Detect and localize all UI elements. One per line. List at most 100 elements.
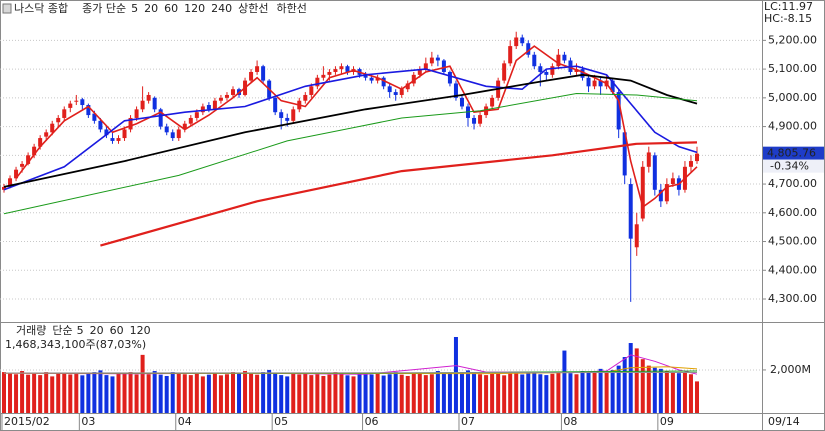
current-price-box <box>763 146 824 160</box>
candle-body <box>562 54 567 61</box>
volume-title: 거래량 <box>16 324 46 337</box>
volume-bar <box>62 372 67 413</box>
candle-body <box>453 83 458 98</box>
candle-body <box>695 153 699 162</box>
volume-bar <box>297 374 302 413</box>
volume-bar <box>399 374 404 413</box>
volume-bar <box>688 374 693 413</box>
y-tick-label: 4,900.00 <box>768 120 817 133</box>
moving-average-line <box>15 45 698 209</box>
moving-average-line <box>3 92 698 215</box>
candle-body <box>544 71 549 75</box>
candle-body <box>8 178 13 187</box>
y-tick-label: 2,000M <box>770 363 811 376</box>
candle-body <box>200 106 205 113</box>
volume-bar <box>339 373 344 413</box>
candle-body <box>447 71 452 84</box>
candle-body <box>459 97 464 107</box>
volume-bar <box>640 359 645 413</box>
candle-body <box>158 109 163 127</box>
candle-body <box>188 117 193 124</box>
legend-entry: 60 <box>110 324 124 337</box>
volume-bar <box>532 371 537 413</box>
candle-body <box>375 77 380 81</box>
candle-body <box>381 77 386 87</box>
volume-bar <box>116 373 121 413</box>
y-tick-label: 5,200.00 <box>768 33 817 46</box>
y-tick-label: 4,300.00 <box>768 292 817 305</box>
volume-bar <box>291 373 296 413</box>
candle-body <box>170 132 175 139</box>
candle-body <box>490 97 495 107</box>
volume-bar <box>357 373 362 413</box>
candle-body <box>182 123 187 130</box>
volume-bar <box>2 372 6 413</box>
candle-body <box>592 80 597 87</box>
volume-bar <box>514 372 519 413</box>
candle-body <box>514 37 519 47</box>
candle-body <box>50 123 55 133</box>
volume-bar <box>484 375 489 413</box>
volume-bar <box>243 371 248 413</box>
volume-bar <box>128 372 133 413</box>
candle-body <box>20 163 25 167</box>
volume-bar <box>490 373 495 413</box>
volume-bar <box>92 372 97 413</box>
volume-bar <box>140 354 145 413</box>
volume-bar <box>526 373 531 413</box>
candle-body <box>261 66 266 81</box>
candle-body <box>472 117 477 124</box>
volume-bar <box>664 371 669 413</box>
candle-body <box>38 138 43 147</box>
candle-body <box>110 138 115 141</box>
candle-body <box>122 129 127 139</box>
volume-bar <box>375 373 380 413</box>
candle-body <box>417 69 422 75</box>
candle-body <box>538 66 543 72</box>
candle-body <box>152 97 157 110</box>
volume-bar <box>218 375 223 413</box>
candle-body <box>478 115 483 124</box>
volume-bar <box>574 374 579 413</box>
volume-bar <box>158 374 163 413</box>
volume-bar <box>393 372 398 413</box>
volume-bar <box>369 374 374 413</box>
volume-bar <box>592 372 597 413</box>
candle-body <box>502 63 507 81</box>
candle-body <box>508 46 513 64</box>
candle-body <box>206 105 211 110</box>
candle-body <box>86 105 91 116</box>
candle-body <box>628 184 633 239</box>
volume-bar <box>255 374 260 413</box>
volume-bar <box>134 374 139 413</box>
volume-bar <box>472 373 477 413</box>
candle-body <box>224 94 229 98</box>
candle-body <box>218 97 223 101</box>
candle-body <box>399 89 404 95</box>
menu-icon[interactable] <box>2 3 12 14</box>
volume-bar <box>224 374 229 413</box>
volume-bar <box>315 374 320 413</box>
candle-body <box>411 74 416 84</box>
volume-bar <box>411 373 416 413</box>
candle-body <box>634 224 639 248</box>
volume-bar <box>580 371 585 413</box>
volume-bar <box>267 369 272 413</box>
volume-bar <box>14 374 19 413</box>
volume-bar <box>74 374 79 413</box>
candle-body <box>249 71 254 81</box>
candle-body <box>532 54 537 67</box>
volume-bar <box>182 374 187 413</box>
candle-body <box>640 166 645 219</box>
volume-bar <box>670 372 675 413</box>
x-tick-label: 2015/02 <box>4 415 50 428</box>
volume-bar <box>676 373 681 413</box>
volume-bar <box>429 374 434 413</box>
candle-body <box>62 109 67 118</box>
volume-bar <box>453 336 458 413</box>
legend-entry: 5 <box>131 2 138 15</box>
volume-bar <box>447 372 452 413</box>
volume-bar <box>146 374 151 413</box>
current-price-label: 4,805.76 <box>767 147 816 160</box>
volume-bar <box>544 375 549 413</box>
